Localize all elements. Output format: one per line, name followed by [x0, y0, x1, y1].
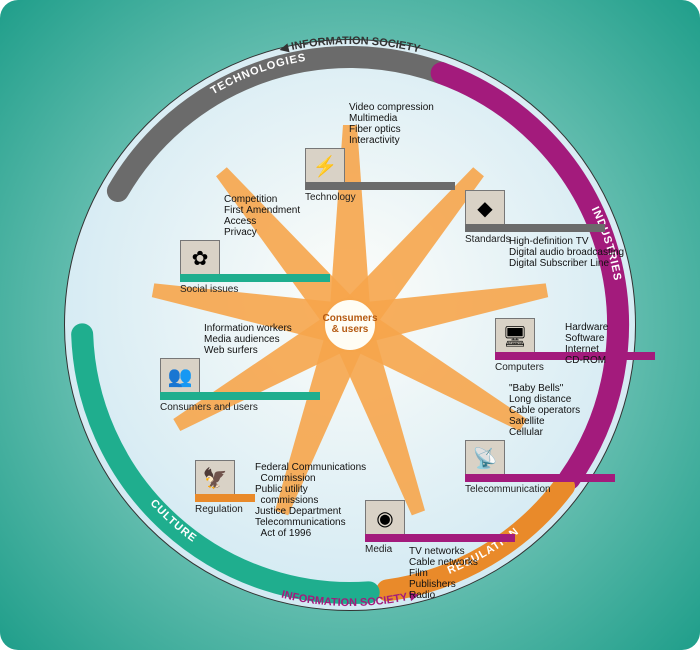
node-bar: [180, 274, 330, 282]
node-bar: [305, 182, 455, 190]
node-bar: [465, 474, 615, 482]
computers-icon: 🖥: [495, 318, 535, 354]
node-caption: Consumers and users: [160, 402, 320, 413]
diagram-stage: Consumers& usersTECHNOLOGIESINDUSTRIESRE…: [0, 0, 700, 650]
telecom-icon: 📡: [465, 440, 505, 476]
node-details-telecom: "Baby Bells"Long distanceCable operators…: [509, 383, 580, 438]
node-details-social-issues: CompetitionFirst AmendmentAccessPrivacy: [224, 194, 300, 238]
node-caption: Telecommunication: [465, 484, 615, 495]
node-regulation: 🦅 Regulation: [195, 460, 255, 515]
node-details-media: TV networksCable networksFilmPublishersR…: [409, 546, 478, 601]
node-details-standards: High-definition TVDigital audio broadcas…: [509, 236, 624, 269]
node-consumers-users: 👥 Consumers and users: [160, 358, 320, 413]
node-bar: [465, 224, 605, 232]
node-bar: [365, 534, 515, 542]
node-telecom: 📡 Telecommunication: [465, 440, 615, 495]
node-caption: Technology: [305, 192, 455, 203]
node-details-technology: Video compressionMultimediaFiber opticsI…: [349, 102, 434, 146]
node-caption: Regulation: [195, 504, 255, 515]
technology-icon: ⚡: [305, 148, 345, 184]
node-details-regulation: Federal Communications CommissionPublic …: [255, 462, 366, 539]
standards-icon: ◆: [465, 190, 505, 226]
node-social-issues: ✿ Social issues: [180, 240, 330, 295]
node-details-computers: HardwareSoftwareInternetCD-ROM: [565, 322, 608, 366]
node-details-consumers-users: Information workersMedia audiencesWeb su…: [204, 323, 292, 356]
social-issues-icon: ✿: [180, 240, 220, 276]
node-caption: Social issues: [180, 284, 330, 295]
media-icon: ◉: [365, 500, 405, 536]
consumers-users-icon: 👥: [160, 358, 200, 394]
node-bar: [195, 494, 255, 502]
node-bar: [160, 392, 320, 400]
node-technology: ⚡ Technology: [305, 148, 455, 203]
regulation-icon: 🦅: [195, 460, 235, 496]
main-circle: Consumers& usersTECHNOLOGIESINDUSTRIESRE…: [64, 39, 636, 611]
